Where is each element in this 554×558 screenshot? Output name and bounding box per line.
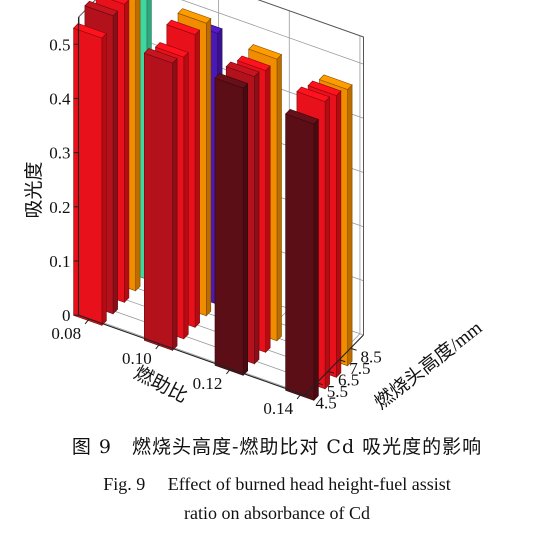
figure-caption-chinese: 图 9 燃烧头高度-燃助比对 Cd 吸光度的影响 (71, 436, 483, 458)
y-axis-line (304, 334, 364, 396)
bar-side-face (347, 84, 353, 367)
bar-top-face (154, 42, 189, 58)
bar-top-face (236, 55, 271, 71)
y-tick-label: 6.5 (338, 370, 359, 389)
bar-side-face (194, 29, 200, 329)
bar-top-face (111, 0, 130, 5)
bar-front-face (144, 52, 173, 351)
figure-caption-english-line1: Fig. 9 Effect of burned head height-fuel… (103, 474, 451, 494)
x-axis-label: 燃助比 (130, 362, 191, 407)
x-tick-mark (155, 343, 161, 350)
bar-top-face (84, 0, 119, 17)
bar-front-face (285, 113, 315, 401)
bar-side-face (206, 17, 212, 317)
bar-x0.14-y4.5 (285, 109, 319, 402)
y-tick-mark (350, 347, 357, 351)
bar-top-face (177, 8, 212, 24)
top-edge (78, 0, 364, 335)
y-tick-label: 7.5 (349, 359, 370, 378)
x-tick-mark (226, 368, 231, 375)
y-axis-label: 燃烧头高度/mm (370, 317, 486, 414)
z-axis-label: 吸光度 (23, 161, 45, 218)
y-tick-mark (339, 359, 346, 363)
bar-x0.10-y4.5 (143, 48, 178, 352)
tick-labels: 0 0.1 0.2 0.3 0.4 0.5 0.08 0.10 0.12 0.14 4.55.56.… (49, 35, 382, 418)
x-tick-mark (296, 393, 302, 400)
bar-side-face (254, 71, 260, 365)
y-tick-mark (316, 382, 323, 386)
z-tick-label: 0.5 (49, 35, 70, 54)
bar-top-face (318, 74, 353, 90)
y-tick-label: 8.5 (361, 347, 382, 366)
bar-top-face (285, 109, 319, 125)
x-tick-label: 0.10 (122, 349, 152, 368)
bar-side-face (172, 57, 178, 352)
bar-top-face (225, 61, 260, 77)
bar-top-face (248, 44, 283, 60)
floor-gridline-y (79, 313, 306, 395)
bar-side-face (183, 51, 189, 340)
y-tick-mark (327, 370, 335, 374)
bar-side-face (135, 0, 141, 292)
x-tick-label: 0.12 (193, 374, 223, 393)
z-tick-label: 0.2 (49, 198, 70, 217)
y-tick-label: 5.5 (327, 382, 348, 401)
bar-top-face (296, 86, 331, 102)
bar-top-face (166, 19, 201, 36)
y-tick-label: 4.5 (316, 393, 337, 412)
floor-gridline-y (90, 302, 317, 384)
z-tick-label: 0.3 (49, 144, 70, 163)
z-tick-label: 0 (62, 306, 71, 325)
bar3d-chart: 0 0.1 0.2 0.3 0.4 0.5 0.08 0.10 0.12 0.14 4.55.56.… (23, 0, 486, 418)
bar-x0.08-y4.5 (73, 23, 107, 327)
x-tick-label: 0.14 (263, 399, 293, 418)
bar-side-face (336, 90, 342, 379)
x-tick-mark (84, 318, 90, 325)
bar-side-face (276, 53, 282, 342)
axis-lines (77, 17, 364, 396)
bar-side-face (324, 96, 330, 390)
bar-top-face (73, 23, 107, 39)
bar-side-face (313, 118, 319, 402)
x-tick-label: 0.08 (51, 324, 81, 343)
bars-group (73, 0, 353, 402)
bar-top-face (214, 73, 249, 89)
bar-side-face (242, 82, 248, 377)
x-axis-line (78, 314, 305, 396)
bar-side-face (265, 65, 271, 354)
z-tick-label: 0.4 (49, 89, 71, 108)
bar-x0.12-y4.5 (214, 73, 249, 377)
bar-front-face (73, 27, 103, 326)
figure-caption-english-line2: ratio on absorbance of Cd (184, 503, 370, 523)
bar-top-face (143, 48, 178, 64)
y-tick-mark (305, 393, 312, 397)
bar-front-face (214, 77, 244, 376)
bar-side-face (124, 0, 130, 304)
z-tick-label: 0.1 (49, 252, 70, 271)
bar-side-face (112, 10, 118, 315)
bar-side-face (101, 32, 107, 327)
bar-top-face (307, 80, 342, 96)
